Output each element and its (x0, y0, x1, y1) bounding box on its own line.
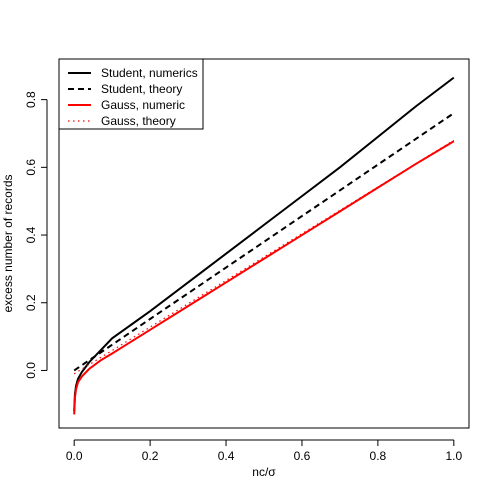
series-line-4 (73, 139, 455, 375)
legend-label: Student, theory (101, 82, 182, 96)
series-line-3 (73, 140, 455, 415)
series-line-2 (73, 112, 455, 372)
x-tick-label: 0.6 (294, 449, 311, 463)
x-axis-label: nc/σ (252, 465, 276, 479)
legend-label: Gauss, numeric (101, 98, 185, 112)
x-axis: 0.0 0.2 0.4 0.6 0.8 1.0 (66, 439, 462, 463)
y-tick-label: 0.6 (24, 159, 38, 176)
x-tick-label: 0.4 (218, 449, 235, 463)
legend-label: Gauss, theory (101, 114, 176, 128)
x-tick-label: 0.2 (142, 449, 159, 463)
plot-area (58, 58, 470, 429)
x-tick-label: 0.8 (370, 449, 387, 463)
x-tick-label: 0.0 (66, 449, 83, 463)
series-line-1 (73, 76, 455, 412)
y-tick-label: 0.2 (24, 294, 38, 311)
plot-frame (58, 58, 470, 429)
x-tick-label: 1.0 (445, 449, 462, 463)
y-axis-label: excess number of records (1, 174, 15, 312)
y-tick-label: 0.8 (24, 91, 38, 108)
y-tick-label: 0.4 (24, 226, 38, 243)
legend-label: Student, numerics (101, 66, 198, 80)
y-axis: 0.0 0.2 0.4 0.6 0.8 (24, 91, 48, 379)
legend: Student, numerics Student, theory Gauss, n… (58, 58, 204, 130)
y-tick-label: 0.0 (24, 362, 38, 379)
legend-frame (58, 58, 204, 130)
